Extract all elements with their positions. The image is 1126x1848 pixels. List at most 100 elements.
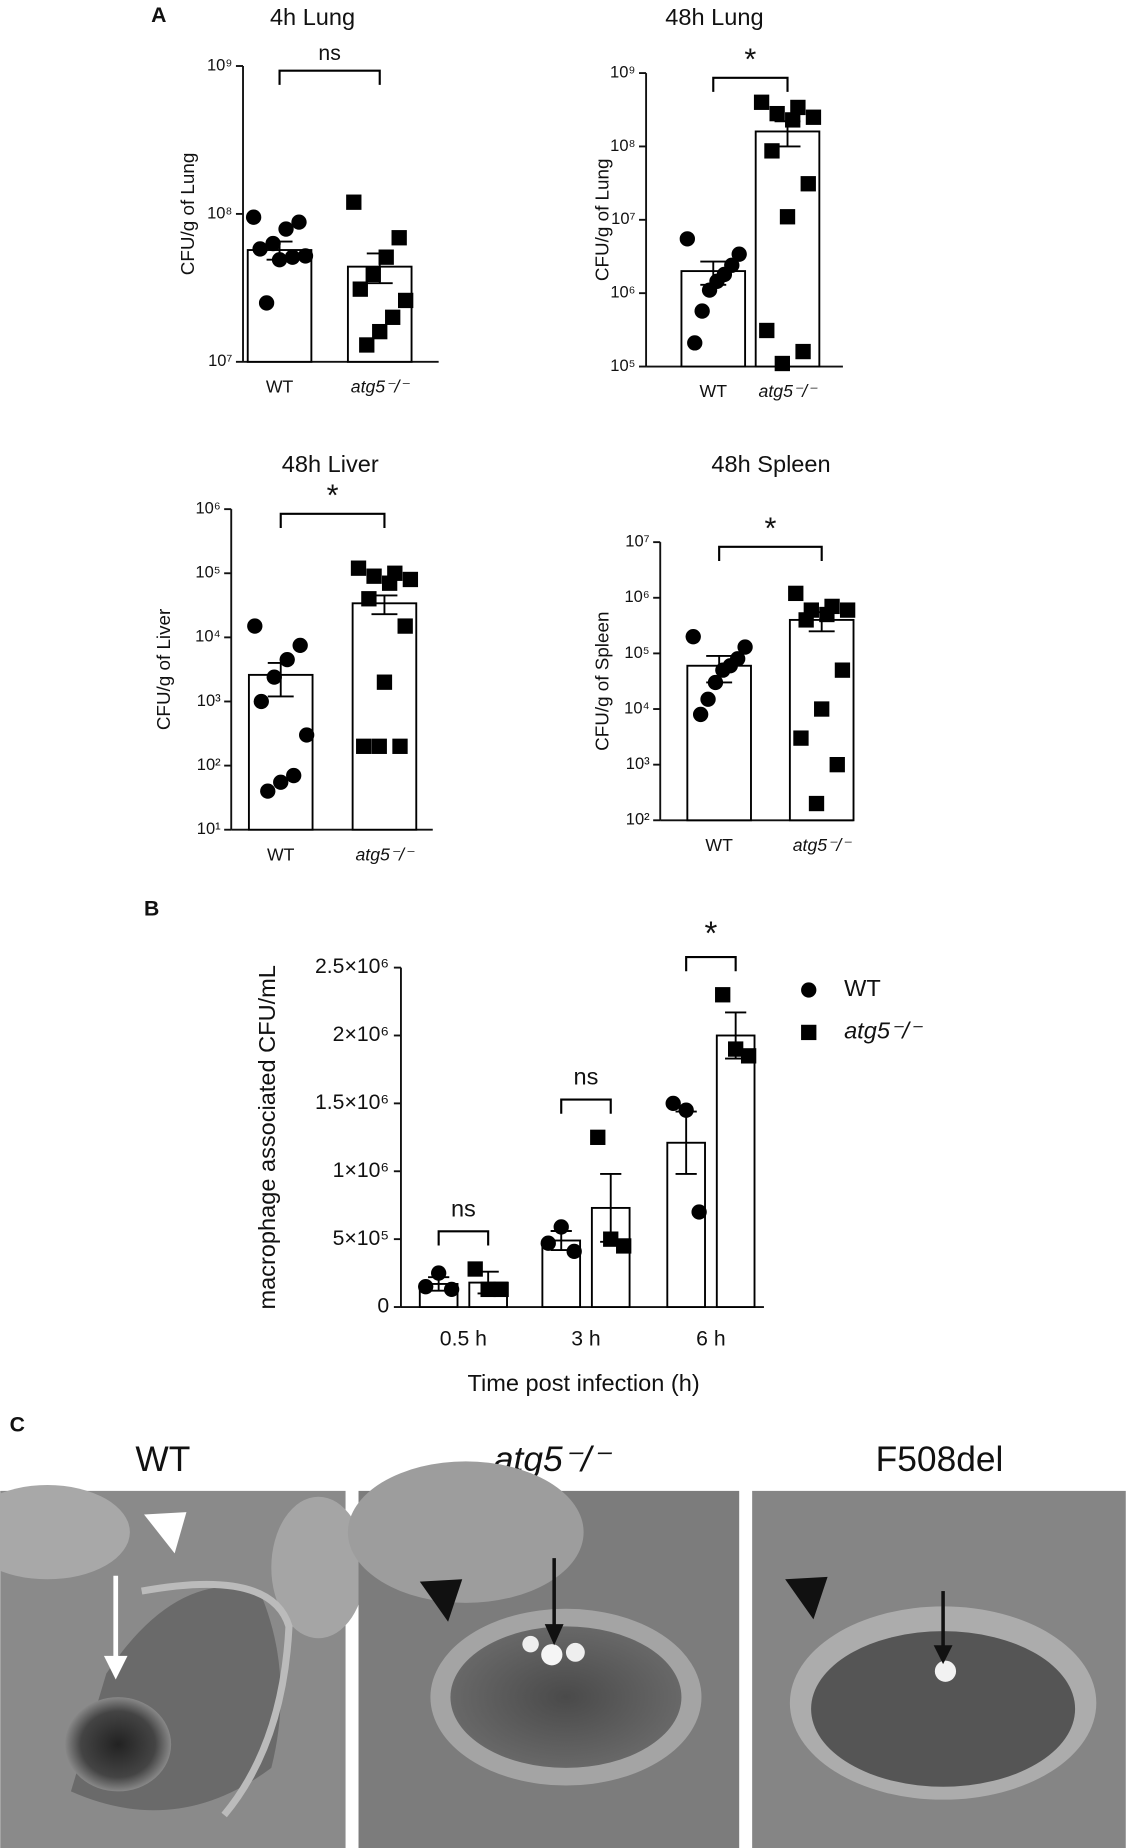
- data-point: [292, 637, 308, 654]
- data-point: [381, 575, 398, 591]
- significance-label: ns: [318, 42, 340, 65]
- significance-label: *: [744, 42, 756, 76]
- data-point: [365, 266, 381, 283]
- data-point: [431, 1265, 447, 1281]
- y-axis-title: macrophage associated CFU/mL: [254, 965, 280, 1309]
- data-point: [352, 281, 368, 297]
- y-tick-label: 0: [377, 1295, 389, 1318]
- legend-marker: [801, 982, 817, 998]
- x-tick-label: WT: [266, 376, 294, 396]
- y-tick-label: 10⁵: [624, 644, 649, 662]
- data-point: [385, 309, 401, 325]
- data-point: [715, 662, 731, 678]
- chart-title: 4h Lung: [270, 4, 355, 30]
- y-tick-label: 10⁶: [610, 284, 635, 302]
- data-point: [366, 568, 382, 584]
- y-tick-label: 10⁹: [207, 56, 232, 74]
- data-point: [378, 249, 394, 265]
- data-point: [616, 1238, 632, 1254]
- data-point: [258, 295, 275, 311]
- data-point: [397, 618, 413, 634]
- chart-title: 48h Lung: [665, 4, 763, 30]
- y-axis-title: CFU/g of Spleen: [592, 612, 613, 751]
- data-point: [284, 249, 301, 265]
- micrograph: [0, 1485, 366, 1848]
- data-point: [779, 209, 796, 225]
- data-point: [839, 602, 856, 618]
- data-point: [808, 795, 825, 812]
- data-point: [392, 738, 408, 754]
- data-point: [728, 1041, 744, 1057]
- y-tick-label: 10¹: [197, 820, 221, 838]
- data-point: [359, 337, 375, 353]
- data-point: [540, 1235, 556, 1251]
- data-point: [279, 651, 295, 668]
- y-tick-label: 10⁵: [195, 564, 220, 582]
- data-point: [253, 693, 269, 710]
- image-title: F508del: [876, 1440, 1004, 1479]
- data-point: [737, 639, 753, 655]
- data-point: [785, 112, 801, 128]
- y-tick-label: 5×10⁵: [333, 1227, 390, 1250]
- significance-bracket: [560, 1098, 612, 1114]
- data-point: [788, 585, 804, 602]
- data-point: [795, 343, 811, 360]
- data-point: [286, 767, 302, 784]
- data-point: [418, 1279, 434, 1295]
- data-point: [273, 774, 289, 790]
- x-tick-label: WT: [267, 844, 295, 864]
- y-tick-label: 10⁶: [624, 588, 649, 606]
- data-point: [798, 612, 814, 628]
- data-point: [691, 1204, 707, 1220]
- panel-label: C: [10, 1414, 25, 1437]
- data-point: [391, 230, 407, 246]
- x-tick-label: atg5⁻/⁻: [793, 835, 853, 855]
- data-point: [790, 99, 806, 116]
- data-point: [299, 727, 315, 743]
- data-point: [814, 701, 830, 717]
- y-axis-title: CFU/g of Liver: [153, 609, 174, 730]
- significance-label: *: [764, 511, 776, 545]
- data-point: [694, 303, 710, 319]
- data-point: [707, 674, 724, 691]
- data-point: [398, 292, 414, 309]
- data-point: [701, 282, 718, 298]
- data-point: [278, 221, 294, 237]
- y-tick-label: 10³: [626, 755, 650, 773]
- data-point: [692, 706, 709, 723]
- y-tick-label: 10⁷: [208, 352, 232, 370]
- data-point: [687, 335, 703, 351]
- x-tick-label: 6 h: [696, 1328, 725, 1351]
- significance-label: ns: [451, 1195, 476, 1221]
- y-tick-label: 1×10⁶: [333, 1159, 390, 1182]
- x-axis-title: Time post infection (h): [468, 1370, 700, 1396]
- panel-label: A: [151, 4, 166, 27]
- data-point: [553, 1219, 569, 1235]
- data-point: [291, 214, 307, 230]
- y-tick-label: 10⁷: [611, 210, 635, 228]
- data-point: [769, 105, 785, 122]
- y-axis-title: CFU/g of Lung: [177, 153, 198, 276]
- data-point: [764, 143, 780, 159]
- chart-title: 48h Spleen: [711, 451, 830, 477]
- data-point: [372, 323, 388, 340]
- data-point: [678, 1102, 694, 1118]
- image-title: WT: [135, 1440, 190, 1479]
- data-point: [774, 355, 790, 372]
- y-tick-label: 10²: [626, 811, 650, 829]
- data-point: [740, 1048, 757, 1064]
- data-point: [480, 1281, 496, 1298]
- y-tick-label: 1.5×10⁶: [315, 1091, 389, 1114]
- data-point: [800, 176, 816, 192]
- data-point: [679, 231, 695, 247]
- y-tick-label: 10⁶: [195, 500, 220, 518]
- data-point: [356, 738, 372, 754]
- data-point: [566, 1243, 582, 1260]
- significance-bracket: [685, 955, 737, 972]
- data-point: [467, 1261, 483, 1277]
- chart-title: 48h Liver: [282, 451, 379, 477]
- data-point: [829, 756, 845, 773]
- bar: [246, 249, 313, 363]
- data-point: [350, 560, 367, 576]
